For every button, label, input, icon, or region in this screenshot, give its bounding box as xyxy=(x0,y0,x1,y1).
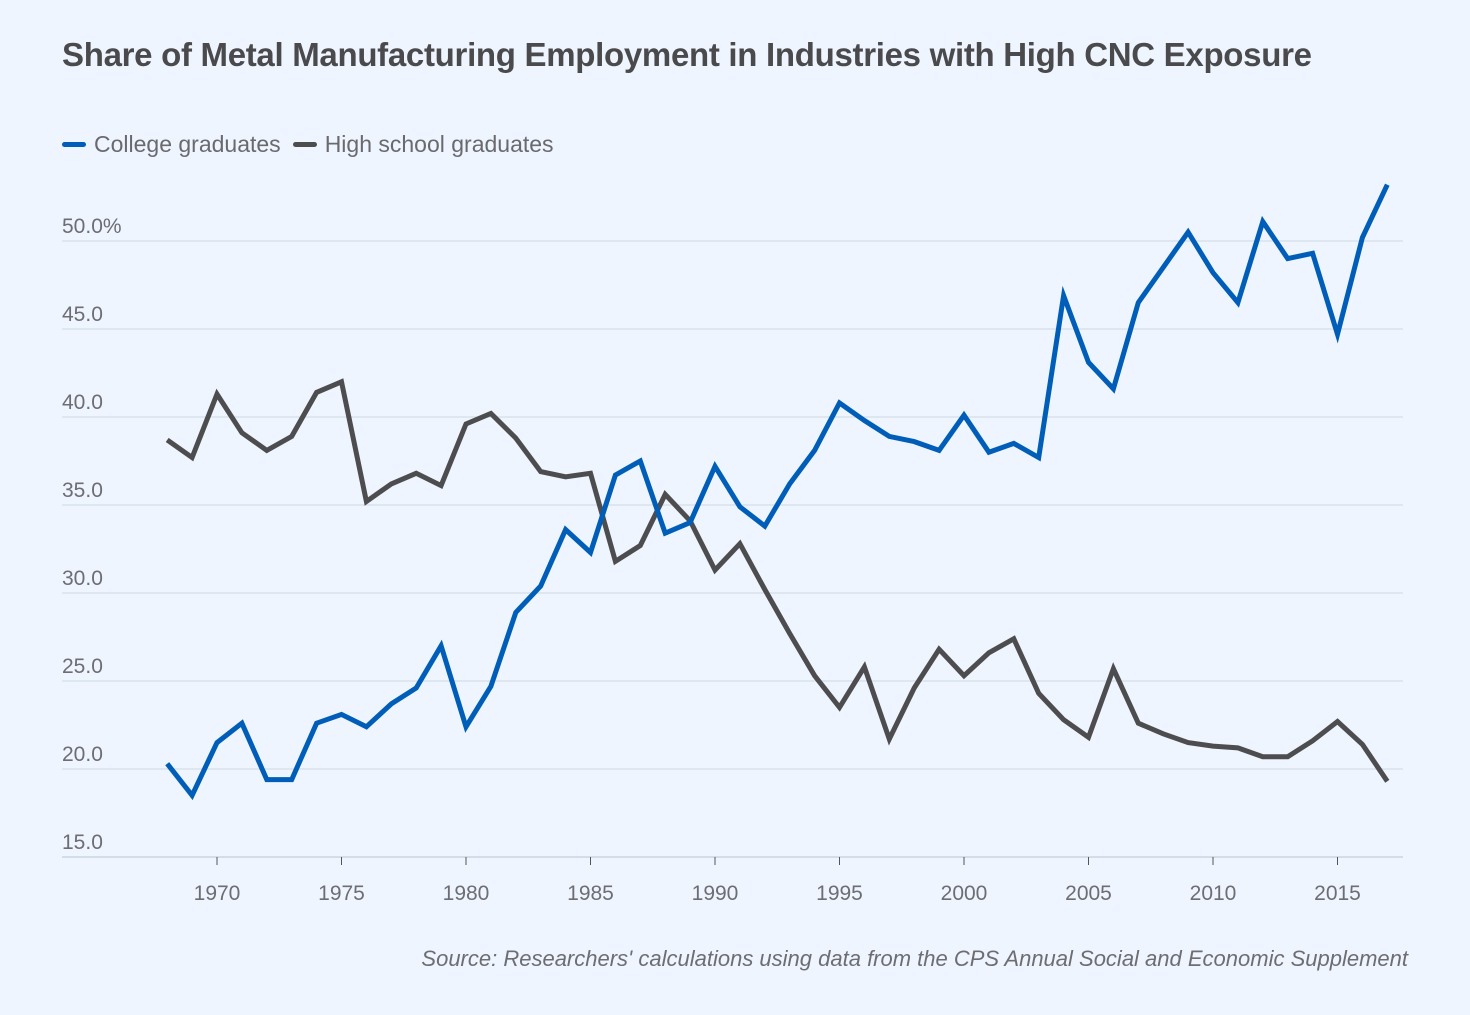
y-tick-label: 50.0% xyxy=(62,215,122,238)
y-tick-label: 25.0 xyxy=(62,655,103,678)
x-tick-label: 1975 xyxy=(318,882,365,905)
legend-swatch-college xyxy=(62,142,86,147)
x-tick-label: 1995 xyxy=(816,882,863,905)
y-tick-label: 35.0 xyxy=(62,479,103,502)
x-tick-label: 1980 xyxy=(443,882,490,905)
y-tick-label: 15.0 xyxy=(62,831,103,854)
y-axis-ticks: 15.0 20.0 25.0 30.0 35.0 40.0 45.0 50.0% xyxy=(62,215,122,854)
x-axis: 1970 1975 1980 1985 1990 1995 2000 2005 2010 2015 xyxy=(194,857,1361,905)
series-line-high-school-graduates xyxy=(165,378,1390,783)
x-tick-label: 2005 xyxy=(1065,882,1112,905)
source-note: Source: Researchers' calculations using … xyxy=(421,946,1408,971)
x-tick-label: 1985 xyxy=(567,882,614,905)
y-tick-label: 40.0 xyxy=(62,391,103,414)
series-lines xyxy=(165,183,1390,801)
y-tick-label: 20.0 xyxy=(62,743,103,766)
legend-swatch-highschool xyxy=(292,142,317,147)
x-tick-label: 2000 xyxy=(941,882,988,905)
legend-item-highschool: High school graduates xyxy=(292,131,554,158)
chart-title: Share of Metal Manufacturing Employment … xyxy=(62,36,1312,73)
legend: College graduates High school graduates xyxy=(62,131,566,158)
x-tick-label: 1990 xyxy=(692,882,739,905)
y-tick-label: 45.0 xyxy=(62,303,103,326)
x-tick-label: 1970 xyxy=(194,882,241,905)
x-tick-label: 2015 xyxy=(1314,882,1361,905)
legend-label-highschool: High school graduates xyxy=(324,131,554,157)
x-tick-label: 2010 xyxy=(1190,882,1237,905)
legend-item-college: College graduates xyxy=(62,131,281,158)
legend-label-college: College graduates xyxy=(94,131,281,157)
series-line-college-graduates xyxy=(165,183,1390,801)
y-tick-label: 30.0 xyxy=(62,567,103,590)
